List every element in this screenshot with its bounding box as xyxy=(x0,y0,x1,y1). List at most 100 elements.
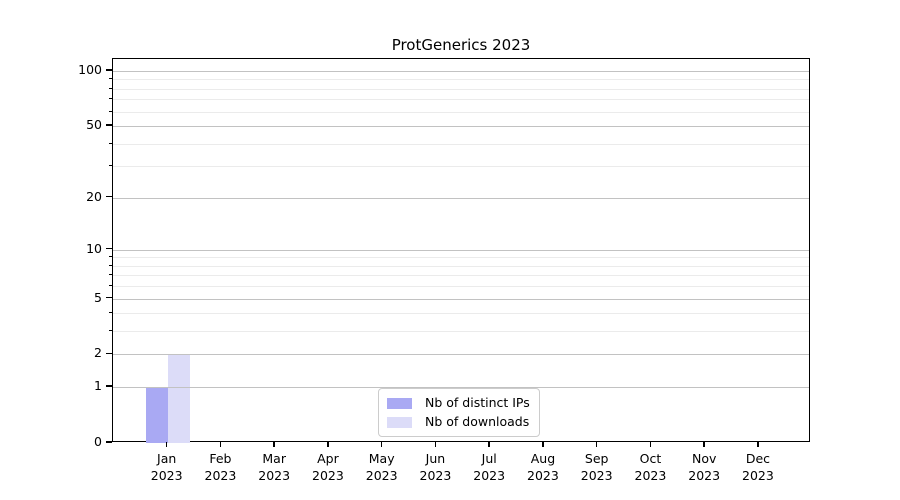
x-tick-month: Mar xyxy=(262,451,286,466)
x-tick xyxy=(327,442,329,447)
x-tick-month: Sep xyxy=(584,451,609,466)
x-tick-month: Jul xyxy=(481,451,497,466)
y-tick-label: 50 xyxy=(86,117,102,133)
bar-downloads-jan xyxy=(167,354,190,443)
x-tick xyxy=(757,442,759,447)
x-tick xyxy=(380,442,383,447)
x-tick-label: Apr 2023 xyxy=(300,450,356,484)
y-tick-label: 0 xyxy=(94,434,102,449)
x-tick-year: 2023 xyxy=(419,468,452,483)
y-minor-tick xyxy=(108,87,112,89)
y-tick xyxy=(106,352,112,355)
x-tick-label: Oct 2023 xyxy=(622,450,678,484)
y-tick-label: 20 xyxy=(86,188,102,204)
y-minor-tick xyxy=(108,78,112,80)
x-tick-month: Feb xyxy=(209,451,232,466)
legend-swatch xyxy=(387,416,412,428)
x-tick-year: 2023 xyxy=(473,468,506,483)
x-tick-month: Jan xyxy=(157,451,177,466)
x-tick xyxy=(542,442,544,447)
x-tick-year: 2023 xyxy=(312,468,344,483)
plot-area xyxy=(112,58,810,443)
x-tick-label: Nov 2023 xyxy=(676,450,732,484)
legend-label: Nb of distinct IPs xyxy=(425,395,530,410)
x-tick-month: Nov xyxy=(691,451,717,466)
gridline-major xyxy=(113,387,809,389)
x-tick-year: 2023 xyxy=(527,468,559,483)
x-tick xyxy=(703,442,705,447)
gridline-minor xyxy=(113,166,809,168)
y-tick-label: 2 xyxy=(94,345,102,361)
gridline-major xyxy=(113,298,809,300)
x-tick-label: Dec 2023 xyxy=(730,450,786,484)
y-tick xyxy=(106,441,112,443)
x-tick xyxy=(649,442,652,447)
gridline-minor xyxy=(113,265,809,267)
gridline-minor xyxy=(113,111,809,113)
gridline-minor xyxy=(113,313,809,315)
x-tick-label: May 2023 xyxy=(354,450,410,484)
gridline-minor xyxy=(113,275,809,277)
y-minor-tick xyxy=(108,330,112,332)
x-tick-label: Mar 2023 xyxy=(246,450,302,484)
gridline-major xyxy=(113,126,809,128)
chart-title: ProtGenerics 2023 xyxy=(391,36,531,54)
gridline-major xyxy=(113,354,809,356)
x-tick xyxy=(595,442,598,447)
y-tick-label: 1 xyxy=(94,378,102,394)
gridline-major xyxy=(113,71,809,72)
x-tick-year: 2023 xyxy=(258,468,291,483)
x-tick-year: 2023 xyxy=(634,468,667,483)
legend-item: Nb of distinct IPs xyxy=(387,395,530,411)
bars-layer xyxy=(113,59,809,443)
x-tick-year: 2023 xyxy=(580,468,613,483)
x-tick-label: Feb 2023 xyxy=(192,450,248,484)
x-tick xyxy=(273,442,275,447)
x-tick xyxy=(165,442,168,447)
gridline-major xyxy=(113,197,809,199)
x-tick-year: 2023 xyxy=(150,468,183,483)
x-tick-year: 2023 xyxy=(204,468,237,483)
x-tick-month: Jun xyxy=(425,451,446,466)
gridlines-layer xyxy=(113,59,809,441)
y-tick xyxy=(106,385,112,387)
y-tick-label: 10 xyxy=(86,240,102,256)
x-tick-label: Jul 2023 xyxy=(461,450,517,484)
legend: Nb of distinct IPs Nb of downloads xyxy=(378,388,540,437)
gridline-minor xyxy=(113,143,809,145)
gridline-minor xyxy=(113,331,809,333)
x-tick-month: Aug xyxy=(530,451,556,466)
x-tick-label: Sep 2023 xyxy=(569,450,625,484)
y-tick-label: 5 xyxy=(94,289,102,305)
y-minor-tick xyxy=(108,110,112,112)
y-tick xyxy=(106,124,112,126)
x-tick-month: Dec xyxy=(745,451,771,466)
y-minor-tick xyxy=(108,312,112,314)
x-tick-month: Apr xyxy=(317,451,339,466)
y-tick xyxy=(106,296,112,299)
x-tick-month: May xyxy=(368,451,395,466)
y-minor-tick xyxy=(108,264,112,266)
x-tick xyxy=(219,442,222,447)
x-tick xyxy=(434,442,437,447)
gridline-major xyxy=(113,249,809,251)
y-tick xyxy=(106,247,112,250)
x-tick-month: Oct xyxy=(639,451,662,466)
x-tick-label: Jun 2023 xyxy=(407,450,463,484)
y-minor-tick xyxy=(108,98,112,100)
legend-item: Nb of downloads xyxy=(387,414,530,430)
y-minor-tick xyxy=(108,142,112,144)
y-minor-tick xyxy=(108,285,112,287)
y-minor-tick xyxy=(108,274,112,276)
y-minor-tick xyxy=(108,165,112,167)
gridline-minor xyxy=(113,99,809,101)
y-minor-tick xyxy=(108,256,112,258)
gridline-minor xyxy=(113,79,809,81)
y-tick-label: 100 xyxy=(78,62,102,77)
x-tick-year: 2023 xyxy=(742,468,774,483)
x-tick xyxy=(488,442,490,447)
gridline-minor xyxy=(113,257,809,259)
gridline-minor xyxy=(113,88,809,90)
bar-distinct-ips-jan xyxy=(145,387,168,443)
